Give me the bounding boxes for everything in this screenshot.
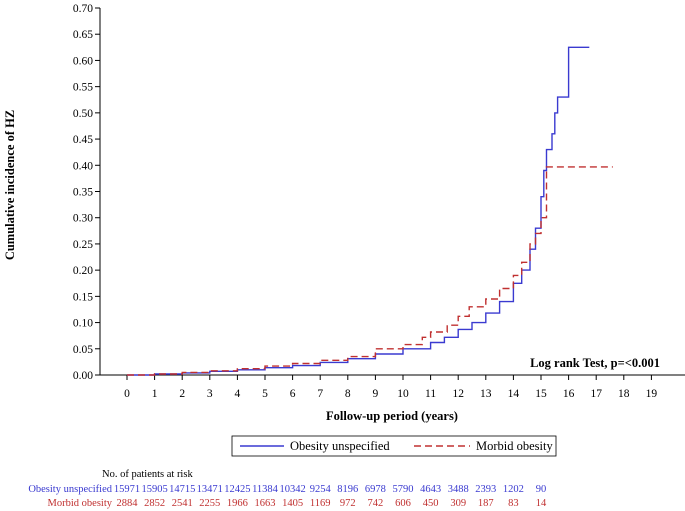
risk-value: 2255 (199, 498, 220, 509)
x-tick-label: 14 (508, 388, 520, 400)
risk-value: 12425 (224, 484, 250, 495)
y-tick-label: 0.05 (73, 344, 93, 356)
risk-value: 11384 (252, 484, 279, 495)
x-tick-label: 13 (480, 388, 492, 400)
x-tick-label: 18 (618, 388, 630, 400)
risk-value: 5790 (393, 484, 414, 495)
y-axis-title: Cumulative incidence of HZ (3, 110, 17, 260)
y-tick-label: 0.40 (73, 160, 93, 172)
risk-value: 2393 (475, 484, 496, 495)
risk-value: 90 (536, 484, 547, 495)
risk-value: 4643 (420, 484, 441, 495)
risk-value: 9254 (310, 484, 332, 495)
x-tick-label: 9 (373, 388, 379, 400)
x-tick-label: 3 (207, 388, 213, 400)
risk-value: 1663 (255, 498, 276, 509)
x-tick-label: 10 (397, 388, 409, 400)
x-tick-label: 8 (345, 388, 351, 400)
legend-label-obesity-unspecified: Obesity unspecified (290, 439, 390, 453)
risk-values: 15971 15905 14715 13471 12425 11384 10342 9254 8… (114, 484, 547, 509)
legend-label-morbid-obesity: Morbid obesity (476, 439, 553, 453)
plot-area (99, 8, 685, 376)
risk-table: No. of patients at risk Obesity unspecif… (28, 469, 547, 509)
risk-value: 2541 (172, 498, 193, 509)
risk-value: 83 (508, 498, 519, 509)
y-axis: 0.00 0.05 0.10 0.15 0.20 0.25 0.30 0.35 0.40 0.45… (73, 3, 100, 382)
y-tick-label: 0.15 (73, 291, 93, 303)
series-line-obesity-unspecified (127, 46, 590, 376)
legend-box (231, 435, 557, 457)
risk-value: 187 (478, 498, 494, 509)
x-axis: 0 1 2 3 4 5 6 7 8 9 10 11 12 13 14 15 16 17 18 19 (124, 375, 657, 400)
risk-value: 742 (368, 498, 384, 509)
x-tick-label: 15 (535, 388, 547, 400)
x-tick-label: 5 (262, 388, 268, 400)
risk-value: 450 (423, 498, 439, 509)
risk-value: 1169 (310, 498, 331, 509)
series-line-morbid-obesity (127, 166, 613, 376)
risk-value: 606 (395, 498, 411, 509)
risk-value: 15905 (141, 484, 167, 495)
risk-value: 13471 (197, 484, 223, 495)
log-rank-annotation: Log rank Test, p=<0.001 (530, 356, 660, 370)
legend: Obesity unspecified Morbid obesity (231, 435, 557, 457)
y-tick-label: 0.35 (73, 187, 93, 199)
x-tick-label: 19 (646, 388, 658, 400)
risk-value: 6978 (365, 484, 386, 495)
x-tick-label: 12 (452, 388, 464, 400)
risk-value: 2884 (117, 498, 139, 509)
risk-row-label-obesity-unspecified: Obesity unspecified (28, 484, 112, 495)
y-tick-label: 0.50 (73, 108, 93, 120)
y-tick-label: 0.70 (73, 3, 93, 15)
risk-value: 309 (450, 498, 466, 509)
risk-value: 10342 (279, 484, 305, 495)
risk-value: 14715 (169, 484, 195, 495)
y-tick-label: 0.20 (73, 265, 93, 277)
series-lines (127, 46, 613, 376)
risk-value: 1405 (282, 498, 303, 509)
risk-value: 2852 (144, 498, 165, 509)
x-tick-label: 6 (290, 388, 296, 400)
risk-value: 1202 (503, 484, 524, 495)
x-tick-label: 2 (179, 388, 185, 400)
y-tick-label: 0.60 (73, 55, 93, 67)
risk-row-label-morbid-obesity: Morbid obesity (48, 498, 113, 509)
x-tick-label: 16 (563, 388, 575, 400)
risk-table-title: No. of patients at risk (102, 469, 193, 480)
x-tick-label: 0 (124, 388, 130, 400)
risk-value: 8196 (337, 484, 358, 495)
risk-value: 3488 (448, 484, 469, 495)
y-tick-label: 0.25 (73, 239, 93, 251)
risk-value: 15971 (114, 484, 140, 495)
x-tick-label: 11 (425, 388, 436, 400)
risk-value: 972 (340, 498, 356, 509)
y-tick-label: 0.55 (73, 82, 93, 94)
y-tick-label: 0.00 (73, 370, 93, 382)
y-tick-label: 0.30 (73, 213, 93, 225)
risk-value: 1966 (227, 498, 248, 509)
x-tick-label: 7 (317, 388, 323, 400)
x-tick-label: 1 (152, 388, 158, 400)
y-tick-label: 0.45 (73, 134, 93, 146)
y-tick-label: 0.65 (73, 29, 93, 41)
y-tick-label: 0.10 (73, 318, 93, 330)
x-tick-label: 4 (235, 388, 241, 400)
risk-value: 14 (536, 498, 547, 509)
x-tick-label: 17 (590, 388, 602, 400)
x-axis-title: Follow-up period (years) (326, 409, 458, 423)
